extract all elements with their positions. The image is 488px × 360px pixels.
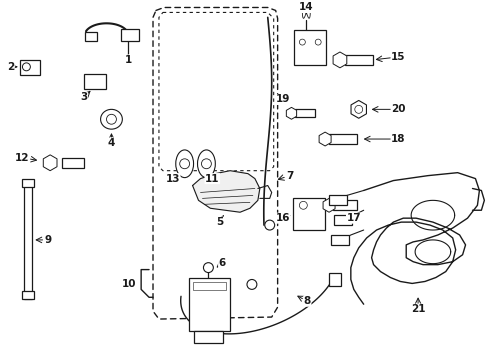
Bar bbox=[294, 30, 325, 65]
Circle shape bbox=[22, 63, 30, 71]
Bar bbox=[192, 283, 226, 291]
Polygon shape bbox=[43, 155, 57, 171]
Text: 3: 3 bbox=[80, 93, 87, 103]
Polygon shape bbox=[332, 52, 346, 68]
Text: 2: 2 bbox=[7, 62, 14, 72]
Circle shape bbox=[315, 39, 321, 45]
Ellipse shape bbox=[197, 150, 215, 177]
Text: 14: 14 bbox=[298, 3, 313, 13]
Text: 20: 20 bbox=[390, 104, 405, 114]
Bar bbox=[332, 201, 356, 210]
Circle shape bbox=[246, 279, 256, 289]
Bar bbox=[22, 179, 34, 186]
Text: 9: 9 bbox=[44, 235, 52, 245]
Bar bbox=[295, 109, 315, 117]
Circle shape bbox=[180, 159, 189, 169]
Text: 12: 12 bbox=[15, 153, 30, 163]
Bar bbox=[344, 55, 372, 65]
Bar bbox=[22, 291, 34, 299]
Polygon shape bbox=[319, 132, 330, 146]
Bar bbox=[330, 235, 348, 245]
Circle shape bbox=[201, 159, 211, 169]
Text: 17: 17 bbox=[346, 213, 360, 223]
Bar bbox=[293, 198, 325, 230]
Text: 16: 16 bbox=[275, 213, 289, 223]
Circle shape bbox=[264, 220, 274, 230]
Bar bbox=[328, 195, 346, 205]
Polygon shape bbox=[286, 107, 296, 119]
Bar bbox=[328, 134, 356, 144]
Bar bbox=[333, 215, 351, 225]
Text: 10: 10 bbox=[122, 279, 136, 289]
Circle shape bbox=[299, 39, 305, 45]
Circle shape bbox=[106, 114, 116, 124]
Text: 7: 7 bbox=[285, 171, 293, 181]
Circle shape bbox=[354, 105, 362, 113]
Text: 6: 6 bbox=[218, 258, 225, 268]
Bar bbox=[24, 181, 32, 299]
Circle shape bbox=[299, 201, 306, 209]
Ellipse shape bbox=[101, 109, 122, 129]
Bar bbox=[193, 331, 223, 343]
Ellipse shape bbox=[175, 150, 193, 177]
Bar bbox=[83, 74, 105, 89]
Polygon shape bbox=[350, 100, 366, 118]
Polygon shape bbox=[192, 171, 259, 212]
Circle shape bbox=[203, 263, 213, 273]
Bar bbox=[121, 29, 139, 41]
Text: 13: 13 bbox=[165, 174, 180, 184]
Text: 8: 8 bbox=[303, 296, 310, 306]
Text: 11: 11 bbox=[204, 174, 219, 184]
Bar bbox=[328, 273, 340, 287]
Bar bbox=[62, 158, 83, 168]
Bar bbox=[20, 60, 40, 75]
Text: 18: 18 bbox=[390, 134, 405, 144]
Text: 15: 15 bbox=[390, 52, 405, 62]
Bar bbox=[188, 278, 230, 331]
Text: 5: 5 bbox=[216, 217, 224, 227]
Text: 19: 19 bbox=[275, 94, 289, 104]
Polygon shape bbox=[323, 198, 334, 212]
Text: 1: 1 bbox=[124, 55, 132, 65]
Bar bbox=[84, 32, 97, 41]
Text: 4: 4 bbox=[107, 138, 115, 148]
Text: 21: 21 bbox=[410, 304, 425, 314]
